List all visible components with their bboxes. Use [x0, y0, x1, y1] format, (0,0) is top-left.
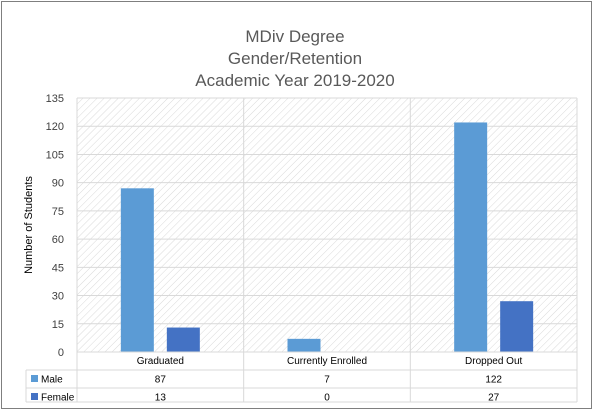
y-tick-label: 45: [52, 262, 64, 274]
plot-area: [77, 98, 577, 352]
bar-female-dropped-out: [500, 301, 534, 352]
legend-label-female: Female: [41, 393, 75, 404]
bar-female-graduated: [166, 327, 200, 352]
y-tick-label: 135: [46, 93, 64, 105]
legend-key-male: [31, 375, 38, 382]
y-axis-label: Number of Students: [23, 176, 35, 274]
legend-key-female: [31, 393, 38, 400]
bar-male-graduated: [120, 188, 154, 352]
x-category-label: Dropped Out: [465, 356, 522, 367]
data-label: 122: [485, 375, 502, 386]
y-tick-label: 90: [52, 178, 64, 190]
y-tick-label: 105: [46, 149, 64, 161]
y-tick-label: 15: [52, 319, 64, 331]
gridlines: [76, 97, 578, 402]
data-table: Graduated Currently Enrolled Dropped Out Ma…: [25, 351, 577, 404]
chart-title-line: Academic Year 2019-2020: [195, 71, 394, 90]
data-label: 0: [324, 393, 330, 404]
y-tick-label: 60: [52, 234, 64, 246]
legend-label-male: Male: [41, 375, 63, 386]
bar-male-dropped-out: [454, 122, 488, 352]
data-label: 13: [155, 393, 167, 404]
chart-title-line: Gender/Retention: [228, 49, 362, 68]
y-tick-label: 120: [46, 121, 64, 133]
data-label: 7: [324, 375, 330, 386]
y-tick-label: 75: [52, 206, 64, 218]
bars: [120, 122, 534, 352]
chart-title-line: MDiv Degree: [245, 27, 344, 46]
y-axis-ticks: 0 15 30 45 60 75 90 105 120 135: [46, 93, 64, 359]
chart-title: MDiv Degree Gender/Retention Academic Year…: [195, 27, 394, 90]
data-label: 27: [488, 393, 500, 404]
y-tick-label: 30: [52, 291, 64, 303]
x-category-label: Currently Enrolled: [287, 356, 367, 367]
bar-male-currently-enrolled: [287, 338, 321, 352]
data-label: 87: [155, 375, 167, 386]
y-tick-label: 0: [58, 347, 64, 359]
x-category-label: Graduated: [137, 356, 184, 367]
